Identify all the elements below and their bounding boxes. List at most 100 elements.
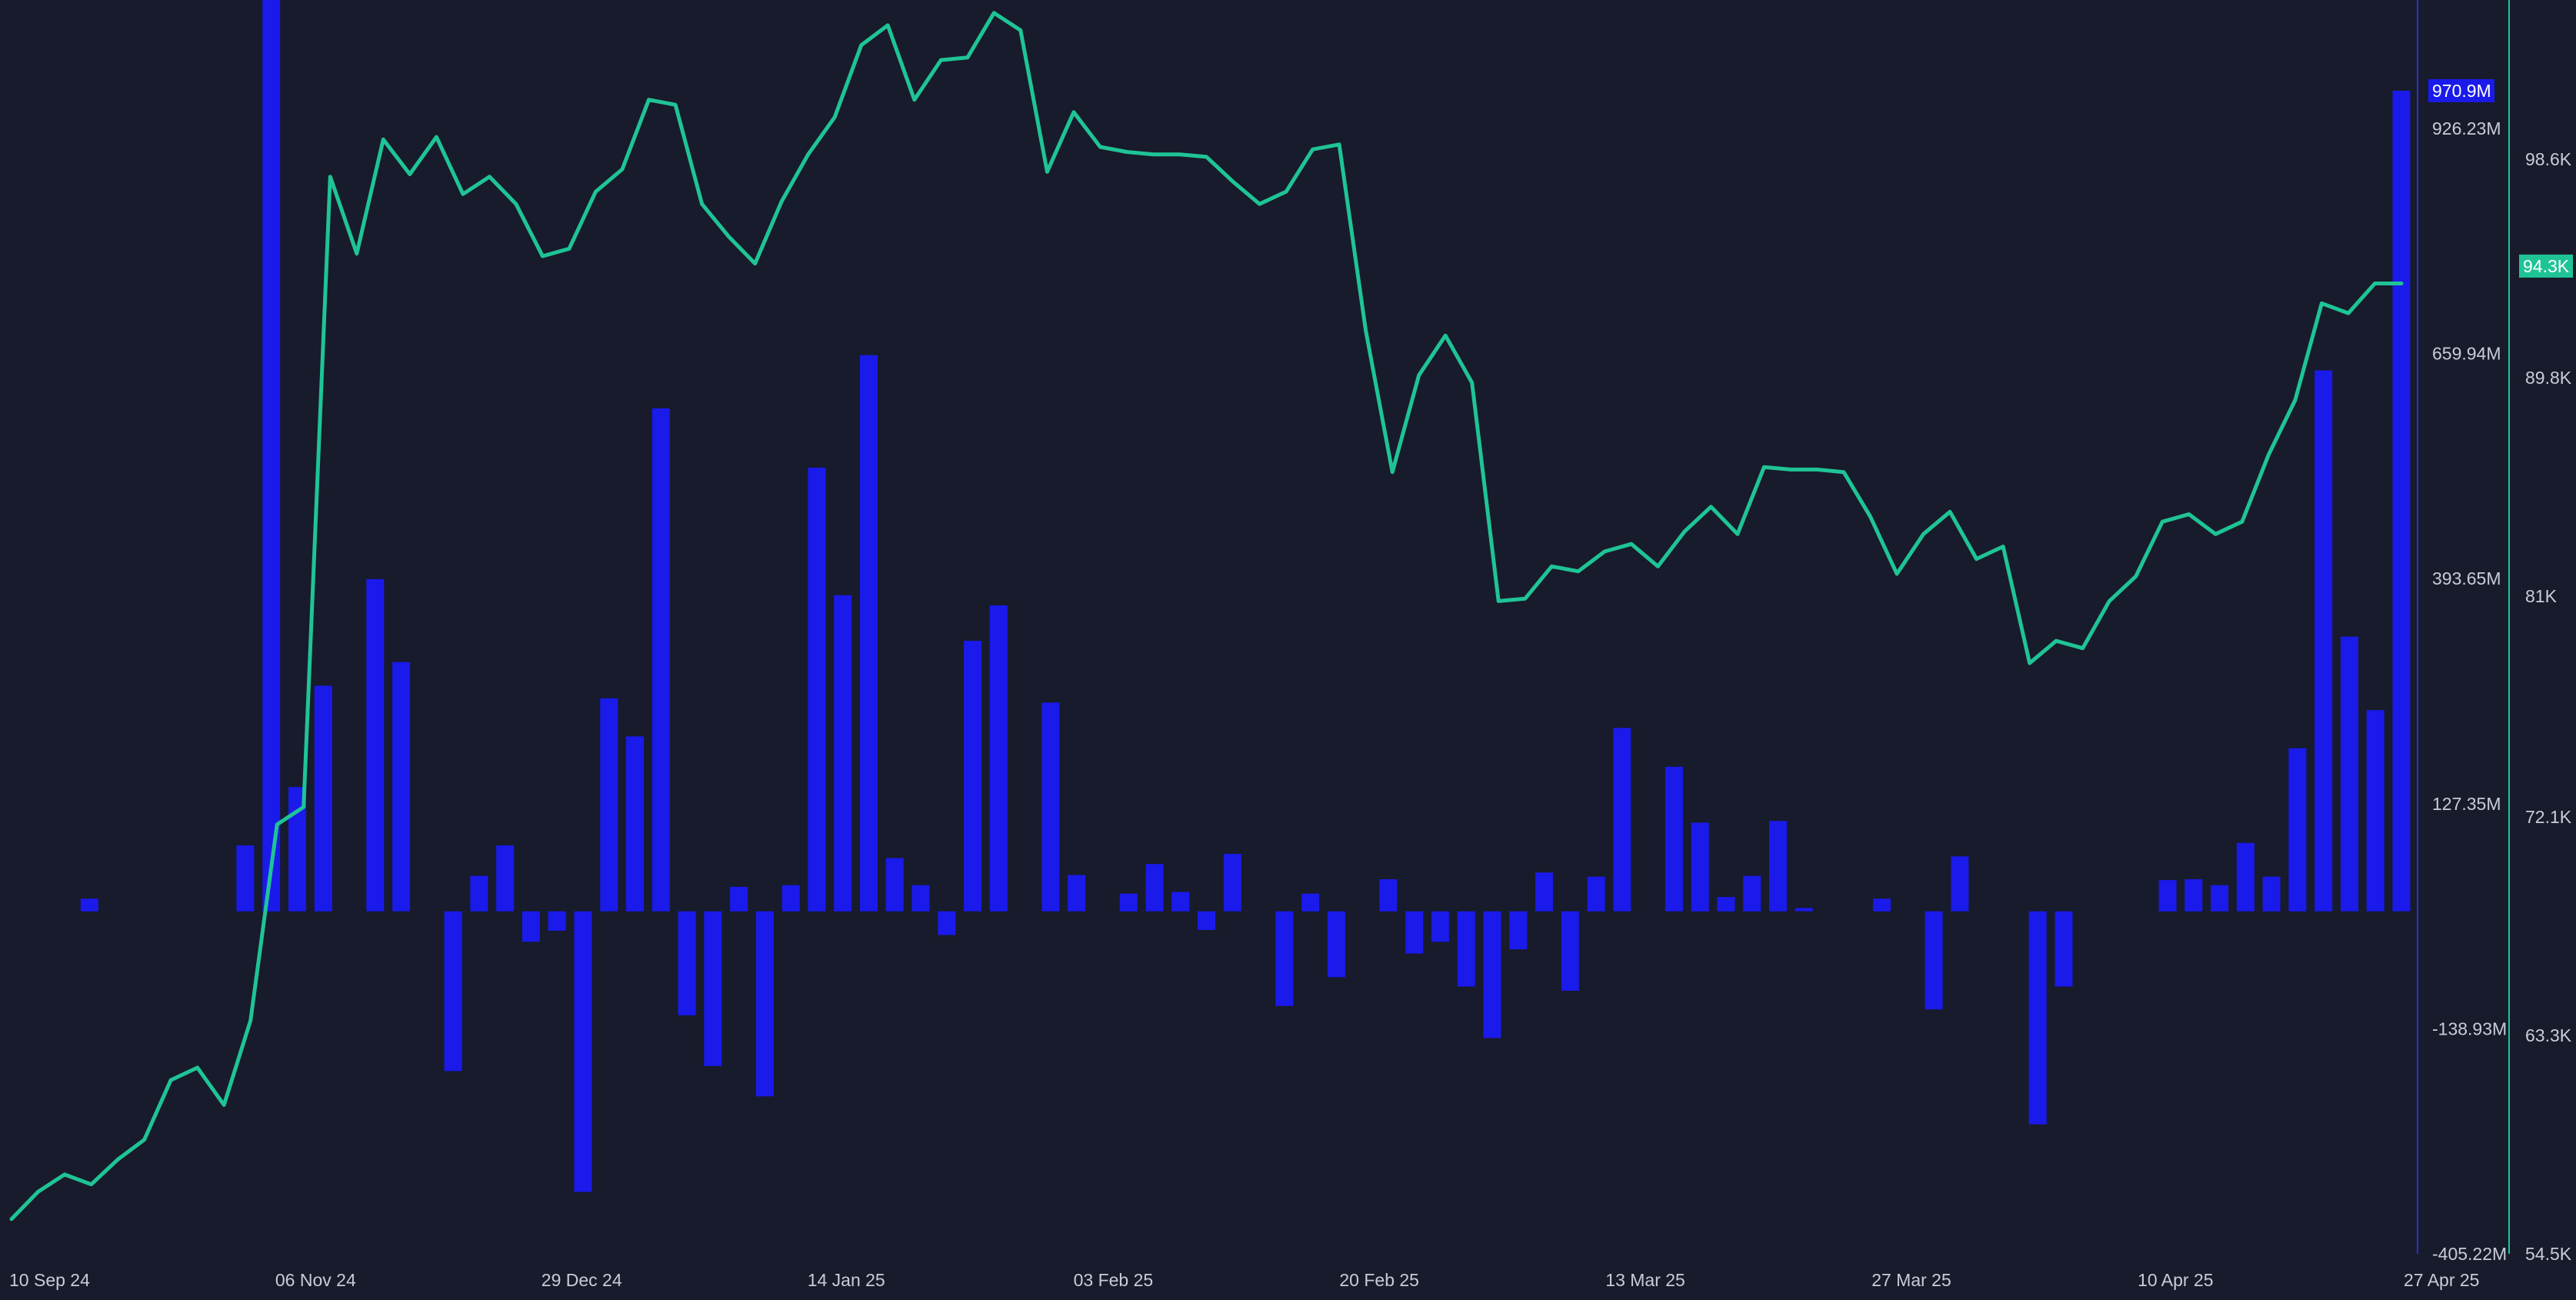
volume-bar (860, 355, 878, 912)
volume-bar (1483, 911, 1501, 1038)
volume-bar (2184, 879, 2203, 912)
volume-bar (1457, 911, 1475, 987)
line-axis-tick-label: 81K (2525, 586, 2558, 606)
volume-bar (1587, 876, 1605, 912)
volume-bar (626, 736, 644, 912)
volume-bar (548, 911, 566, 931)
volume-bar (808, 467, 826, 912)
bars-last-value-badge (2428, 78, 2494, 102)
axes: 926.23M 659.94M 393.65M 127.35M -138.93M -405… (2417, 0, 2572, 1264)
line-last-value-badge (2519, 254, 2573, 278)
volume-bar (2211, 885, 2229, 912)
volume-bar (1171, 892, 1190, 912)
bars-series (80, 0, 2411, 1192)
volume-bar (1613, 728, 1631, 912)
bars-axis-tick-label: -405.22M (2432, 1244, 2507, 1264)
line-axis-tick-label: 54.5K (2525, 1244, 2572, 1264)
volume-bar (522, 911, 540, 942)
volume-bar (288, 787, 306, 912)
line-last-value-label: 94.3K (2523, 256, 2570, 276)
volume-bar (470, 875, 488, 912)
volume-bar (314, 685, 332, 912)
volume-bar (730, 886, 748, 912)
volume-bar (1561, 911, 1579, 991)
line-axis-tick-label: 89.8K (2525, 368, 2572, 388)
volume-bar (1769, 821, 1787, 912)
volume-bar (80, 898, 98, 912)
volume-bar (2236, 842, 2254, 912)
volume-bar (1379, 879, 1398, 912)
volume-bar (392, 662, 411, 912)
x-axis-tick-label: 06 Nov 24 (275, 1270, 356, 1290)
bars-axis-tick-label: 659.94M (2432, 344, 2501, 364)
volume-bar (2262, 876, 2281, 912)
volume-bar (574, 911, 592, 1192)
line-axis-tick-label: 98.6K (2525, 149, 2572, 169)
volume-bar (2314, 370, 2333, 912)
volume-bar (964, 641, 982, 912)
volume-bar (496, 845, 515, 912)
volume-bar (366, 578, 385, 912)
volume-bar (2341, 636, 2358, 912)
bars-last-value-label: 970.9M (2432, 81, 2491, 101)
volume-bar (1041, 702, 1060, 912)
volume-bar (704, 911, 722, 1066)
volume-bar (1223, 854, 1241, 912)
volume-bar (1795, 908, 1813, 912)
x-axis-tick-label: 14 Jan 25 (808, 1270, 885, 1290)
volume-bar (1198, 911, 1215, 930)
volume-bar (1743, 875, 1761, 912)
bars-axis-tick-label: 926.23M (2432, 118, 2501, 138)
volume-bar (2392, 90, 2411, 912)
volume-bar (1535, 872, 1553, 912)
volume-bar (989, 605, 1008, 912)
volume-bar (885, 858, 904, 912)
volume-bar (1301, 893, 1320, 912)
volume-bar (2288, 748, 2307, 912)
volume-bar (678, 911, 696, 1015)
volume-bar (236, 845, 255, 912)
volume-bar (755, 911, 774, 1097)
volume-bar (1665, 766, 1683, 912)
volume-bar (2054, 911, 2073, 987)
x-axis-tick-label: 10 Sep 24 (9, 1270, 90, 1290)
x-axis-tick-label: 27 Mar 25 (1871, 1270, 1951, 1290)
volume-bar (2158, 880, 2177, 912)
x-axis-tick-label: 27 Apr 25 (2404, 1270, 2479, 1290)
x-axis-tick-label: 10 Apr 25 (2138, 1270, 2213, 1290)
volume-bar (1405, 911, 1424, 954)
volume-bar (1275, 911, 1294, 1006)
volume-bar (2366, 710, 2384, 912)
volume-bar (262, 0, 281, 912)
value-badges: 970.9M 94.3K (2428, 78, 2573, 278)
volume-bar (651, 408, 670, 912)
x-axis-tick-label: 29 Dec 24 (542, 1270, 622, 1290)
volume-bar (911, 885, 930, 912)
volume-bar (1509, 911, 1528, 950)
volume-bar (1925, 911, 1943, 1010)
volume-bar (781, 885, 800, 912)
volume-bar (1951, 856, 1969, 912)
volume-bar (1145, 864, 1164, 912)
line-series (9, 11, 2404, 1222)
price-line (9, 11, 2404, 1222)
bars-axis-tick-label: 127.35M (2432, 794, 2501, 814)
volume-bar (1717, 897, 1735, 912)
x-axis-tick-label: 13 Mar 25 (1605, 1270, 1685, 1290)
volume-bar (1327, 911, 1345, 978)
volume-bar (834, 595, 852, 912)
volume-bar (1119, 893, 1138, 912)
bars-axis-tick-label: -138.93M (2432, 1018, 2507, 1038)
line-axis-tick-label: 63.3K (2525, 1025, 2572, 1045)
volume-bar (1873, 898, 1891, 912)
volume-bar (444, 911, 462, 1072)
line-axis-tick-label: 72.1K (2525, 807, 2572, 827)
volume-bar (938, 911, 956, 935)
volume-bar (1691, 822, 1709, 912)
volume-bar (600, 698, 618, 912)
x-axis: 10 Sep 24 06 Nov 24 29 Dec 24 14 Jan 25 03 F… (9, 1270, 2479, 1290)
volume-bar (2028, 911, 2047, 1125)
